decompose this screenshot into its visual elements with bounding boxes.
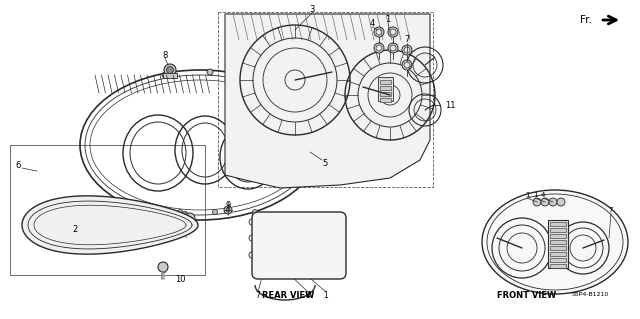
Text: 2: 2	[72, 226, 77, 234]
Bar	[268, 230, 308, 255]
Circle shape	[31, 219, 38, 226]
Circle shape	[86, 236, 93, 243]
Text: 7: 7	[404, 35, 410, 44]
Circle shape	[376, 45, 382, 51]
Ellipse shape	[482, 190, 628, 294]
Circle shape	[185, 213, 195, 223]
Circle shape	[404, 47, 410, 53]
Circle shape	[533, 198, 541, 206]
Circle shape	[224, 206, 232, 214]
Circle shape	[541, 198, 549, 206]
Bar	[548, 220, 568, 268]
Bar	[218, 12, 433, 187]
Polygon shape	[225, 14, 430, 188]
Bar	[270, 250, 306, 254]
Text: 1: 1	[385, 16, 390, 25]
Bar	[380, 80, 391, 84]
Bar	[550, 258, 566, 262]
Text: 4: 4	[305, 291, 310, 300]
Circle shape	[374, 43, 384, 53]
Bar	[10, 145, 205, 275]
Text: 4: 4	[541, 192, 545, 198]
Circle shape	[388, 27, 398, 37]
Bar	[258, 228, 270, 246]
Bar	[163, 73, 177, 78]
Circle shape	[549, 198, 557, 206]
Circle shape	[390, 45, 396, 51]
Circle shape	[164, 64, 176, 76]
Circle shape	[182, 226, 189, 234]
Circle shape	[136, 236, 143, 243]
Circle shape	[404, 62, 410, 68]
Circle shape	[212, 210, 218, 214]
Circle shape	[253, 210, 257, 214]
Text: 1: 1	[532, 192, 537, 198]
Bar	[550, 240, 566, 244]
Bar	[270, 244, 306, 248]
Text: 1: 1	[525, 192, 529, 198]
Text: 3: 3	[309, 5, 315, 14]
Circle shape	[390, 29, 396, 35]
Circle shape	[249, 75, 255, 81]
Bar	[380, 92, 391, 96]
Bar	[270, 238, 306, 242]
Circle shape	[388, 43, 398, 53]
Text: 4: 4	[369, 19, 374, 28]
Bar	[380, 98, 391, 102]
Bar	[550, 246, 566, 250]
Text: Fr.: Fr.	[580, 15, 592, 25]
Circle shape	[162, 72, 168, 78]
Circle shape	[374, 27, 384, 37]
Circle shape	[207, 69, 213, 75]
Text: FRONT VIEW: FRONT VIEW	[497, 291, 557, 300]
Bar	[550, 264, 566, 268]
Circle shape	[402, 60, 412, 70]
Circle shape	[158, 262, 168, 272]
Bar	[550, 228, 566, 232]
Text: 8: 8	[163, 50, 168, 60]
Bar	[270, 232, 306, 236]
Circle shape	[402, 45, 412, 55]
Circle shape	[557, 198, 565, 206]
Text: 7: 7	[255, 291, 260, 300]
Circle shape	[166, 66, 173, 73]
Text: 6: 6	[15, 160, 20, 169]
Text: 9: 9	[225, 201, 230, 210]
Text: 10: 10	[175, 276, 186, 285]
Bar	[550, 252, 566, 256]
Circle shape	[226, 208, 230, 212]
Text: 7: 7	[609, 207, 613, 213]
Text: 11: 11	[445, 100, 456, 109]
Text: REAR VIEW: REAR VIEW	[262, 291, 314, 300]
Bar	[550, 234, 566, 238]
Text: S5P4-B1210: S5P4-B1210	[572, 293, 609, 298]
Text: 1: 1	[324, 291, 328, 300]
FancyBboxPatch shape	[252, 212, 346, 279]
Bar	[380, 86, 391, 90]
Circle shape	[177, 210, 182, 214]
Circle shape	[182, 211, 189, 219]
Polygon shape	[22, 196, 198, 254]
Bar	[550, 222, 566, 226]
Circle shape	[143, 210, 147, 214]
Text: 5: 5	[323, 159, 328, 167]
Bar	[378, 77, 393, 101]
Circle shape	[376, 29, 382, 35]
